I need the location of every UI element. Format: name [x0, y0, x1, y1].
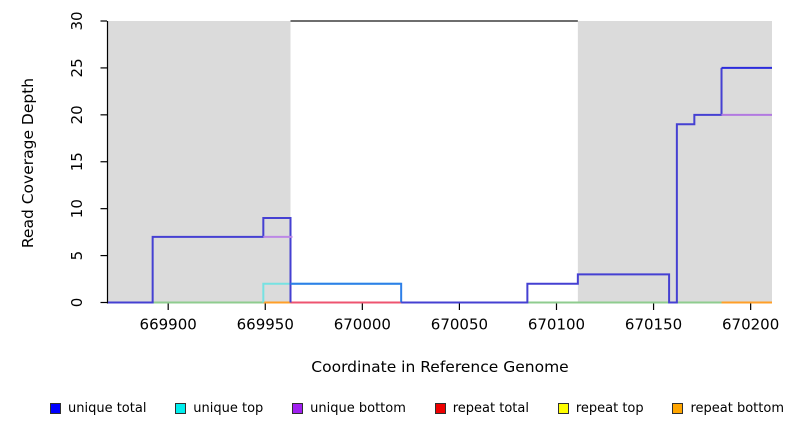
legend-item-unique-total: unique total: [50, 401, 146, 416]
y-tick-label: 20: [68, 105, 86, 124]
legend-swatch-icon: [175, 402, 187, 414]
x-tick-label: 670000: [334, 316, 391, 334]
x-axis-title: Coordinate in Reference Genome: [311, 358, 569, 376]
x-tick-label: 670100: [528, 316, 585, 334]
x-tick-label: 670150: [625, 316, 682, 334]
legend-label: unique top: [193, 400, 264, 416]
legend-swatch-icon: [557, 402, 569, 414]
y-tick-label: 10: [68, 199, 86, 218]
x-tick-label: 669950: [237, 316, 294, 334]
shaded-repeat-region: [108, 21, 291, 303]
legend-item-repeat-top: repeat top: [557, 400, 644, 416]
legend-swatch-icon: [292, 402, 304, 414]
legend: unique total unique top unique bottom repea…: [50, 398, 784, 418]
coverage-plot-canvas: 669900 669950 670000 670050 670100 670150 6702…: [68, 11, 779, 334]
y-tick-label: 30: [68, 11, 86, 30]
legend-item-unique-top: unique top: [175, 401, 263, 416]
x-tick-label: 669900: [140, 316, 197, 334]
legend-label: repeat total: [452, 400, 529, 416]
legend-item-repeat-total: repeat total: [434, 400, 529, 416]
y-tick-label: 25: [68, 58, 86, 77]
y-tick-label: 0: [68, 298, 86, 308]
legend-label: repeat top: [575, 400, 644, 416]
y-tick-label: 5: [68, 251, 86, 261]
legend-label: unique total: [68, 400, 147, 416]
shaded-repeat-region: [577, 21, 772, 303]
x-tick-label: 670200: [722, 316, 779, 334]
legend-label: unique bottom: [310, 400, 406, 416]
legend-swatch-icon: [50, 402, 61, 414]
coverage-line: [290, 282, 403, 303]
legend-item-repeat-bottom: repeat bottom: [672, 401, 784, 416]
legend-item-unique-bottom: unique bottom: [292, 401, 406, 416]
coverage-line: [401, 67, 723, 304]
y-tick-label: 15: [68, 152, 86, 171]
legend-label: repeat bottom: [690, 400, 784, 416]
legend-swatch-icon: [672, 402, 684, 414]
y-axis-title: Read Coverage Depth: [19, 77, 37, 249]
x-tick-label: 670050: [431, 316, 488, 334]
legend-swatch-icon: [434, 402, 446, 414]
